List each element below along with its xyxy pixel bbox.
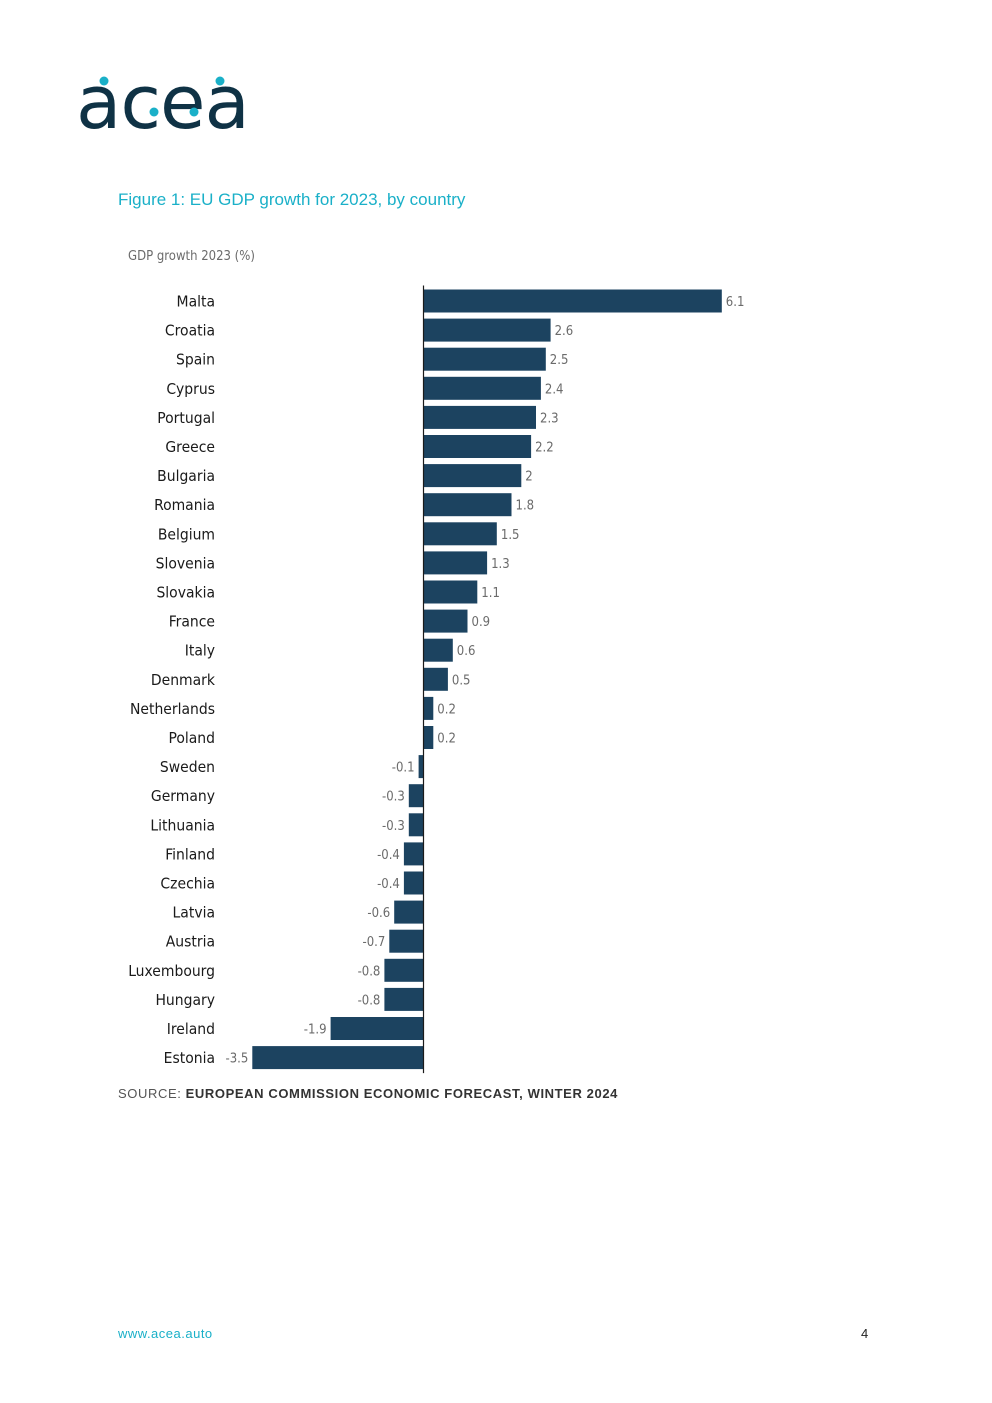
value-label-greece: 2.2 <box>535 441 554 456</box>
value-label-croatia: 2.6 <box>555 324 574 339</box>
bar-finland <box>403 842 424 866</box>
bar-czechia <box>403 871 424 895</box>
value-label-bulgaria: 2 <box>525 470 532 485</box>
category-label-slovakia: Slovakia <box>156 584 215 602</box>
value-label-spain: 2.5 <box>550 353 569 368</box>
value-label-poland: 0.2 <box>437 732 456 747</box>
value-label-latvia: -0.6 <box>367 906 390 921</box>
value-label-czechia: -0.4 <box>377 877 400 892</box>
value-label-hungary: -0.8 <box>358 993 381 1008</box>
bar-france <box>423 609 468 633</box>
footer-url[interactable]: www.acea.auto <box>118 1326 213 1341</box>
bar-slovenia <box>423 551 488 575</box>
category-label-belgium: Belgium <box>158 525 215 543</box>
value-label-portugal: 2.3 <box>540 411 559 426</box>
value-label-slovenia: 1.3 <box>491 557 510 572</box>
category-label-latvia: Latvia <box>173 904 215 922</box>
value-label-romania: 1.8 <box>516 499 535 514</box>
category-label-greece: Greece <box>165 438 215 456</box>
bar-cyprus <box>423 376 541 400</box>
category-label-lithuania: Lithuania <box>150 816 215 834</box>
bar-portugal <box>423 405 536 429</box>
logo-text: acea <box>76 62 246 140</box>
bar-spain <box>423 347 546 371</box>
category-label-spain: Spain <box>176 351 215 369</box>
category-label-portugal: Portugal <box>157 409 215 427</box>
acea-logo: acea <box>76 62 246 140</box>
logo-dot-1 <box>99 76 109 86</box>
bar-germany <box>408 784 424 808</box>
bar-luxembourg <box>384 958 424 982</box>
category-label-hungary: Hungary <box>155 991 215 1009</box>
bar-croatia <box>423 318 551 342</box>
bar-malta <box>423 289 722 313</box>
value-label-ireland: -1.9 <box>304 1023 327 1038</box>
value-label-finland: -0.4 <box>377 848 400 863</box>
bar-estonia <box>252 1046 424 1070</box>
value-label-slovakia: 1.1 <box>481 586 500 601</box>
bar-ireland <box>330 1017 424 1040</box>
value-label-estonia: -3.5 <box>225 1052 248 1067</box>
value-label-luxembourg: -0.8 <box>358 964 381 979</box>
value-label-malta: 6.1 <box>726 295 745 310</box>
axis-caption: GDP growth 2023 (%) <box>128 249 255 264</box>
source-note: SOURCE: EUROPEAN COMMISSION ECONOMIC FOR… <box>118 1086 618 1101</box>
source-text: EUROPEAN COMMISSION ECONOMIC FORECAST, W… <box>185 1086 618 1101</box>
bar-lithuania <box>408 813 424 837</box>
figure-title: Figure 1: EU GDP growth for 2023, by cou… <box>118 190 466 209</box>
value-label-austria: -0.7 <box>362 935 385 950</box>
category-label-luxembourg: Luxembourg <box>128 962 215 980</box>
bar-slovakia <box>423 580 478 604</box>
category-label-france: France <box>169 613 215 631</box>
bar-latvia <box>394 900 424 924</box>
category-label-romania: Romania <box>154 496 215 514</box>
bar-romania <box>423 493 512 517</box>
bar-hungary <box>384 987 424 1011</box>
category-label-croatia: Croatia <box>165 322 215 340</box>
value-label-sweden: -0.1 <box>392 761 415 776</box>
bar-sweden <box>418 755 424 779</box>
bar-austria <box>389 929 424 953</box>
page-number: 4 <box>861 1326 869 1341</box>
bar-greece <box>423 435 532 458</box>
value-label-cyprus: 2.4 <box>545 382 564 397</box>
category-label-italy: Italy <box>185 642 215 660</box>
category-label-denmark: Denmark <box>151 671 216 689</box>
category-label-bulgaria: Bulgaria <box>157 467 215 485</box>
value-label-germany: -0.3 <box>382 790 405 805</box>
value-label-lithuania: -0.3 <box>382 819 405 834</box>
bars-group: Malta 6.1 Croatia 2.6 Spain 2.5 Cyprus 2.4 Portu… <box>128 289 745 1070</box>
category-label-finland: Finland <box>165 845 215 863</box>
value-label-netherlands: 0.2 <box>437 702 456 717</box>
logo-dot-4 <box>215 76 225 86</box>
category-label-ireland: Ireland <box>167 1020 215 1038</box>
bar-italy <box>423 638 453 662</box>
value-label-belgium: 1.5 <box>501 528 520 543</box>
category-label-poland: Poland <box>169 729 216 747</box>
bar-poland <box>423 726 434 749</box>
bar-denmark <box>423 667 448 691</box>
bar-bulgaria <box>423 464 522 488</box>
value-label-italy: 0.6 <box>457 644 476 659</box>
category-label-austria: Austria <box>166 933 215 951</box>
logo-dot-2 <box>149 107 159 117</box>
category-label-sweden: Sweden <box>160 758 215 776</box>
value-label-denmark: 0.5 <box>452 673 471 688</box>
logo-dot-3 <box>189 107 199 117</box>
category-label-slovenia: Slovenia <box>156 554 215 572</box>
bar-netherlands <box>423 696 434 720</box>
category-label-estonia: Estonia <box>164 1049 215 1067</box>
category-label-cyprus: Cyprus <box>166 380 215 398</box>
value-label-france: 0.9 <box>472 615 491 630</box>
bar-belgium <box>423 522 497 546</box>
category-label-netherlands: Netherlands <box>130 700 215 718</box>
category-label-czechia: Czechia <box>160 875 215 893</box>
category-label-malta: Malta <box>177 293 215 311</box>
source-prefix: SOURCE: <box>118 1086 186 1101</box>
category-label-germany: Germany <box>151 787 215 805</box>
